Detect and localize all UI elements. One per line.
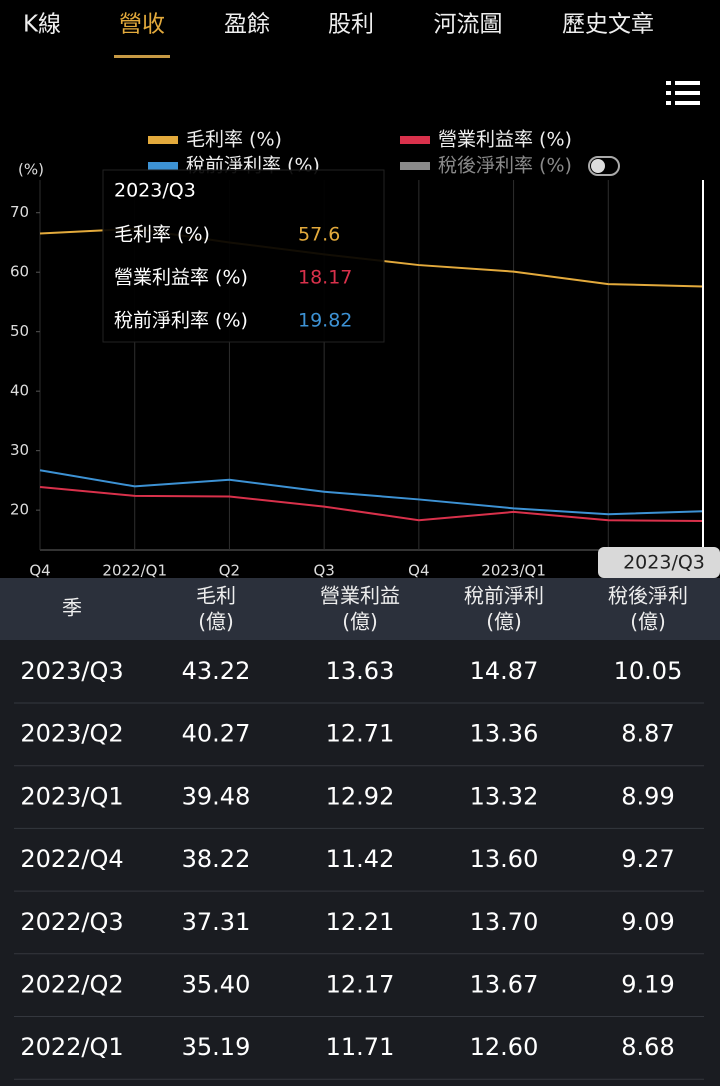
table-header: (億) — [342, 610, 378, 634]
y-tick-label: 40 — [10, 382, 29, 400]
y-tick-label: 30 — [10, 441, 29, 459]
table-cell: 12.92 — [326, 782, 395, 810]
x-tick-label: 2023/Q1 — [481, 562, 546, 580]
tooltip-value: 19.82 — [298, 310, 352, 332]
table-background — [0, 578, 720, 1086]
table-header: 稅後淨利 — [608, 584, 688, 608]
table-cell: 38.22 — [182, 845, 251, 873]
x-tick-label: Q2 — [219, 562, 240, 580]
legend-swatch — [148, 136, 178, 144]
table-cell: 12.17 — [326, 971, 395, 999]
y-tick-label: 50 — [10, 322, 29, 340]
table-cell: 12.71 — [326, 720, 395, 748]
tab[interactable]: 歷史文章 — [562, 12, 654, 38]
tooltip — [102, 169, 385, 343]
tab[interactable]: 河流圖 — [434, 12, 503, 38]
menu-bar — [675, 81, 700, 85]
legend-label[interactable]: 營業利益率 (%) — [438, 129, 572, 151]
tooltip-label: 營業利益率 (%) — [114, 267, 248, 289]
legend-label[interactable]: 毛利率 (%) — [186, 129, 282, 151]
y-axis-label: (%) — [18, 161, 44, 179]
table-cell: 2022/Q4 — [20, 845, 123, 873]
table-cell: 37.31 — [182, 908, 251, 936]
table-header: (億) — [198, 610, 234, 634]
table-cell: 2022/Q2 — [20, 971, 123, 999]
tab[interactable]: 營收 — [119, 12, 165, 38]
tooltip-value: 57.6 — [298, 224, 340, 246]
table-header: 營業利益 — [320, 584, 400, 608]
table-cell: 35.19 — [182, 1033, 251, 1061]
y-tick-label: 70 — [10, 203, 29, 221]
x-tick-label: 2022/Q1 — [102, 562, 167, 580]
table-cell: 2023/Q2 — [20, 720, 123, 748]
table-cell: 12.60 — [470, 1033, 539, 1061]
table-cell: 8.68 — [621, 1033, 674, 1061]
tooltip-label: 毛利率 (%) — [114, 224, 210, 246]
tooltip-title: 2023/Q3 — [114, 180, 196, 202]
menu-bar — [675, 101, 700, 105]
table-header-background — [0, 578, 720, 640]
menu-icon[interactable] — [666, 81, 700, 105]
table-cell: 13.60 — [470, 845, 539, 873]
x-tick-label: Q4 — [408, 562, 429, 580]
crosshair-label: 2023/Q3 — [623, 552, 705, 574]
tab[interactable]: K線 — [23, 12, 61, 38]
table-header: 稅前淨利 — [464, 584, 544, 608]
table-cell: 35.40 — [182, 971, 251, 999]
table-cell: 8.87 — [621, 720, 674, 748]
table-header: (億) — [630, 610, 666, 634]
table-header: 毛利 — [196, 584, 236, 608]
legend-swatch — [148, 162, 178, 170]
table-cell: 2022/Q3 — [20, 908, 123, 936]
table-cell: 10.05 — [614, 657, 683, 685]
crosshair-badge — [598, 547, 720, 578]
x-tick-label: Q4 — [29, 562, 50, 580]
table-cell: 40.27 — [182, 720, 251, 748]
tab[interactable]: 股利 — [328, 12, 374, 38]
table-cell: 13.67 — [470, 971, 539, 999]
tooltip-label: 稅前淨利率 (%) — [114, 310, 248, 332]
tab[interactable]: 盈餘 — [224, 12, 270, 38]
y-tick-label: 60 — [10, 263, 29, 281]
table-cell: 13.36 — [470, 720, 539, 748]
y-tick-label: 20 — [10, 501, 29, 519]
legend-swatch — [400, 136, 430, 144]
menu-dot — [666, 81, 671, 85]
table-cell: 39.48 — [182, 782, 251, 810]
table-cell: 2023/Q1 — [20, 782, 123, 810]
table-cell: 13.70 — [470, 908, 539, 936]
table-cell: 9.09 — [621, 908, 674, 936]
table-cell: 9.27 — [621, 845, 674, 873]
table-cell: 13.32 — [470, 782, 539, 810]
menu-bar — [675, 91, 700, 95]
table-cell: 43.22 — [182, 657, 251, 685]
toggle[interactable] — [588, 156, 620, 176]
x-tick-label: Q3 — [313, 562, 334, 580]
series-line — [39, 469, 704, 516]
legend-label[interactable]: 稅後淨利率 (%) — [438, 155, 572, 177]
table-header: 季 — [62, 596, 82, 620]
table-cell: 2022/Q1 — [20, 1033, 123, 1061]
table-cell: 14.87 — [470, 657, 539, 685]
menu-dot — [666, 101, 671, 105]
table-cell: 8.99 — [621, 782, 674, 810]
table-cell: 13.63 — [326, 657, 395, 685]
table-cell: 2023/Q3 — [20, 657, 123, 685]
table-header: (億) — [486, 610, 522, 634]
tooltip-value: 18.17 — [298, 267, 352, 289]
toggle-knob — [591, 159, 605, 173]
series-line — [39, 485, 704, 523]
table-cell: 11.42 — [326, 845, 395, 873]
table-cell: 12.21 — [326, 908, 395, 936]
table-cell: 11.71 — [326, 1033, 395, 1061]
table-cell: 9.19 — [621, 971, 674, 999]
menu-dot — [666, 91, 671, 95]
tab-underline — [114, 55, 170, 58]
legend-swatch — [400, 162, 430, 170]
